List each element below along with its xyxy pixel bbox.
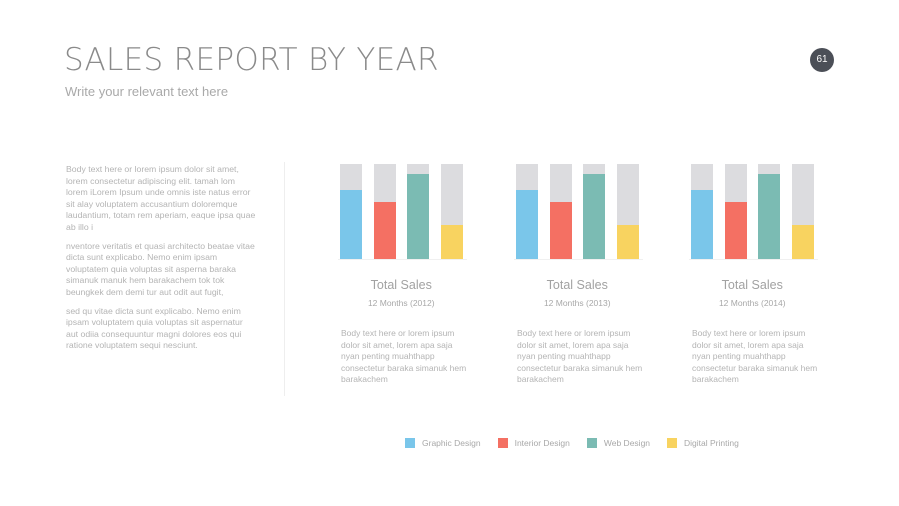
legend-item: Graphic Design [405,438,481,448]
bar-web-design-2014 [758,173,780,259]
bar-web-design-2013 [583,173,605,259]
bar-graphic-design-2013 [516,189,538,259]
group-subtitle: 12 Months (2014) [718,298,786,308]
legend-swatch [667,438,678,448]
legend-item: Web Design [586,438,651,448]
bar-graphic-design-2014 [691,189,713,259]
group-title: Total Sales [370,278,432,292]
page-subtitle: Write your relevant text here [65,84,229,99]
legend-swatch [586,438,597,448]
chart-baseline [338,259,467,260]
legend-swatch [497,438,508,448]
bar-interior-design-2012 [373,202,396,259]
left-paragraph: Body text here or lorem ipsum dolor sit … [66,164,256,232]
group-subtitle: 12 Months (2013) [543,298,611,308]
vertical-divider [284,162,285,396]
chart-legend: Graphic Design Interior Design Web Design D… [405,437,756,449]
legend-label: Web Design [603,438,651,448]
group-title: Total Sales [721,278,783,292]
bar-digital-printing-2012 [440,224,463,259]
legend-item: Interior Design [497,438,570,448]
group-title: Total Sales [546,278,608,292]
group-subtitle: 12 Months (2012) [367,298,435,308]
legend-item: Digital Printing [667,438,739,448]
legend-swatch [405,438,415,448]
bar-graphic-design-2012 [340,189,362,259]
group-body-text: Body text here or lorem ipsum dolor sit … [692,328,818,385]
bar-interior-design-2013 [549,202,572,259]
bar-digital-printing-2013 [616,224,639,259]
legend-label: Digital Printing [684,438,739,448]
left-paragraph: sed qu vitae dicta sunt explicabo. Nemo … [66,305,243,351]
left-paragraph: nventore veritatis et quasi architecto b… [66,240,255,297]
chart-baseline [514,259,643,260]
group-body-text: Body text here or lorem ipsum dolor sit … [517,328,643,385]
bar-web-design-2012 [407,173,429,259]
bar-digital-printing-2014 [791,224,814,259]
legend-label: Interior Design [514,438,570,448]
chart-baseline [689,259,818,260]
left-text-column: Body text here or lorem ipsum dolor sit … [66,164,256,359]
bar-interior-design-2014 [724,202,747,259]
page-title: SALES REPORT BY YEAR [64,42,439,78]
page-number-badge: 61 [810,48,834,72]
group-body-text: Body text here or lorem ipsum dolor sit … [341,328,467,385]
legend-label: Graphic Design [422,438,481,448]
